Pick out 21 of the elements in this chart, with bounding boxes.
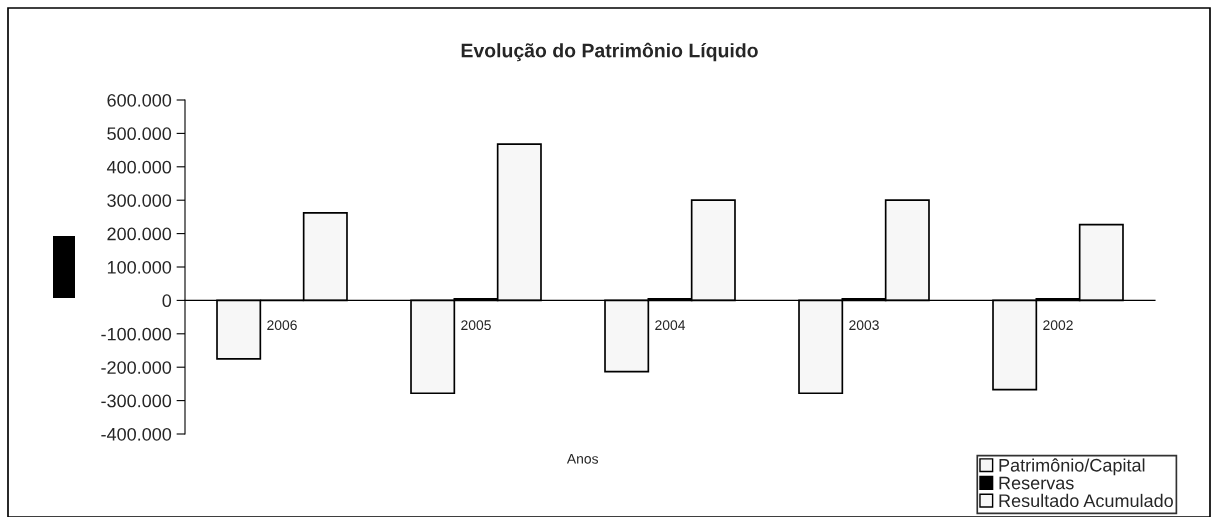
y-tick-label: 0 bbox=[162, 294, 172, 308]
legend-label: Resultado Acumulado bbox=[999, 493, 1173, 508]
y-tick-label: 600.000 bbox=[107, 93, 172, 107]
y-tick-label: 400.000 bbox=[106, 160, 172, 174]
x-axis-title: Anos bbox=[566, 454, 599, 464]
x-tick-label: 2004 bbox=[655, 320, 686, 331]
y-tick-label: 300.000 bbox=[107, 194, 172, 207]
legend-label: Reservas bbox=[999, 476, 1074, 490]
x-tick-label: 2006 bbox=[267, 320, 297, 331]
y-tick-label: -100.000 bbox=[101, 327, 172, 341]
y-tick-label: -300.000 bbox=[101, 394, 172, 408]
chart-title: Evolução do Patrimônio Líquido bbox=[461, 42, 758, 62]
x-tick-label: 2002 bbox=[1043, 320, 1073, 331]
legend-label: Patrimônio/Capital bbox=[999, 458, 1145, 476]
x-tick-label: 2003 bbox=[849, 320, 879, 331]
y-tick-label: 500.000 bbox=[107, 127, 172, 141]
y-tick-label: -400.000 bbox=[101, 427, 172, 441]
y-tick-label: 200.000 bbox=[107, 227, 172, 241]
y-tick-label: -200.000 bbox=[101, 361, 172, 374]
x-tick-label: 2005 bbox=[461, 320, 491, 331]
y-tick-label: 100.000 bbox=[107, 260, 172, 274]
